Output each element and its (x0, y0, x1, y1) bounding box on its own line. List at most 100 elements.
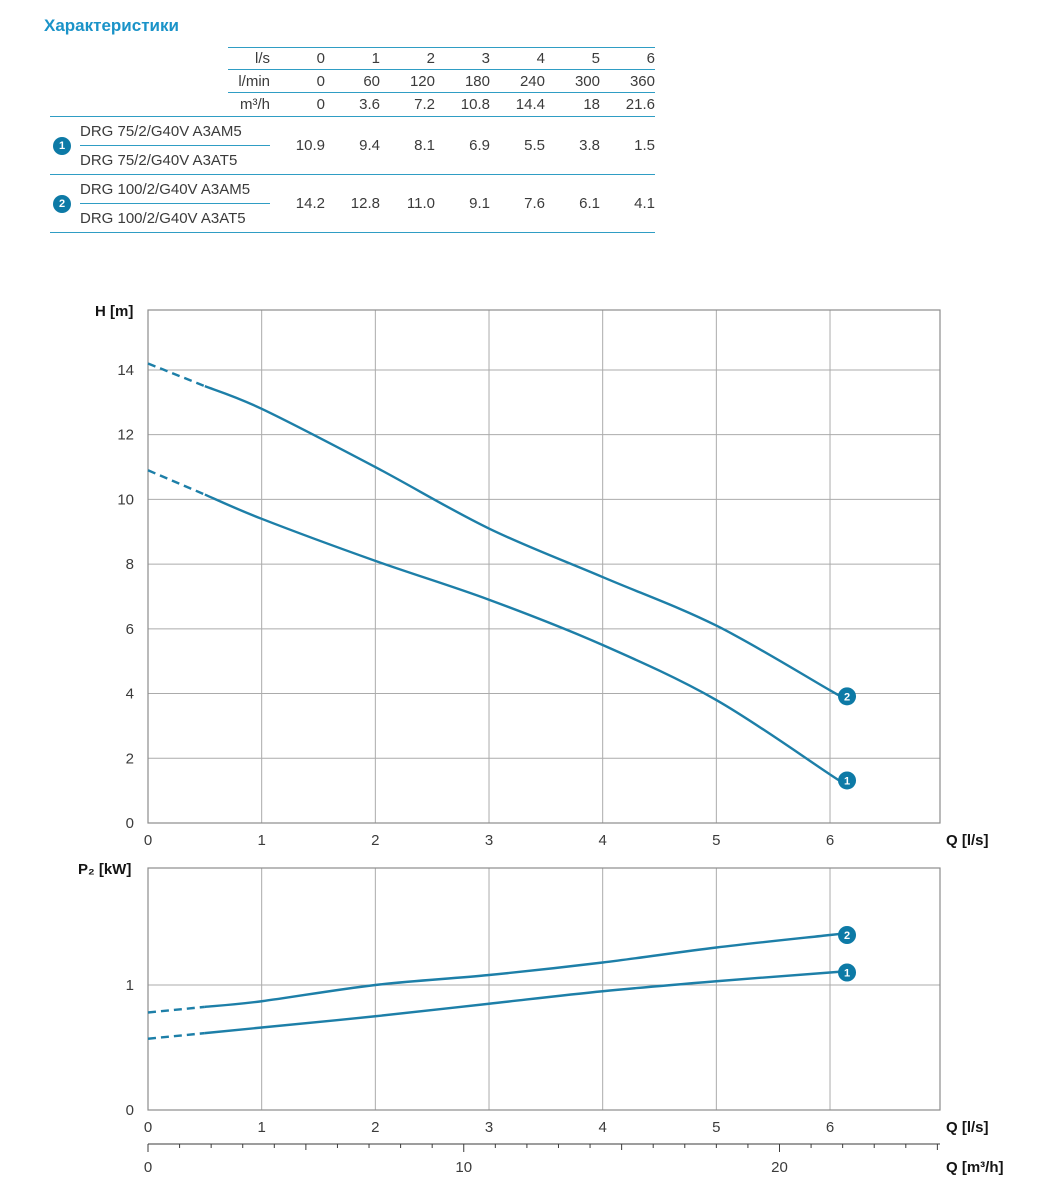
curve-badge-1: 1 (838, 963, 857, 982)
svg-text:2: 2 (844, 691, 850, 703)
flow-value: 5 (591, 50, 600, 67)
svg-text:0: 0 (144, 1119, 152, 1136)
flow-value: 3 (481, 50, 490, 67)
svg-text:2: 2 (371, 1119, 379, 1136)
svg-text:1: 1 (257, 1119, 265, 1136)
y-axis-label: H [m] (95, 303, 133, 320)
head-value: 8.1 (414, 137, 435, 154)
head-value: 10.9 (295, 137, 325, 154)
head-value: 9.1 (469, 195, 490, 212)
flow-value: 0 (316, 50, 325, 67)
curve-number-badge: 2 (53, 194, 71, 213)
units-row-m3h: m³/h 0 3.6 7.2 10.8 14.4 18 21.6 (50, 93, 655, 116)
flow-value: 60 (363, 72, 380, 90)
head-value: 3.8 (579, 137, 600, 154)
svg-text:4: 4 (599, 832, 607, 849)
flow-value: 14.4 (515, 96, 545, 113)
svg-text:14: 14 (117, 362, 134, 379)
svg-text:6: 6 (826, 832, 834, 849)
y-tick-labels: 01 (126, 977, 134, 1119)
curve-badge-2: 2 (838, 926, 857, 944)
flow-value: 1 (371, 50, 380, 67)
flow-value: 120 (409, 72, 435, 90)
curve-1 (204, 493, 846, 786)
flow-value: 21.6 (625, 96, 655, 113)
grid (147, 309, 941, 824)
performance-table: l/s 0 1 2 3 4 5 6 l/min 0 60 120 180 2 (50, 47, 655, 233)
svg-text:1: 1 (844, 968, 850, 980)
secondary-x-axis: 0 10 20 Q [m³/h] (144, 1143, 1004, 1176)
table-header: l/s 0 1 2 3 4 5 6 l/min 0 60 120 180 2 (50, 47, 655, 117)
svg-text:5: 5 (712, 1119, 720, 1136)
page-title: Характеристики (44, 16, 179, 35)
pump-row-group-2: 2 DRG 100/2/G40V A3AM5 DRG 100/2/G40V A3… (50, 175, 655, 233)
svg-text:1: 1 (257, 832, 265, 849)
y-axis-label: P₂ [kW] (78, 861, 131, 878)
unit-label: l/s (255, 50, 270, 67)
svg-text:10: 10 (455, 1159, 472, 1176)
curve-2-dashed-start (147, 362, 206, 388)
flow-value: 2 (426, 50, 435, 67)
secondary-x-tick-labels: 0 10 20 (144, 1159, 788, 1176)
pump-row-group-1: 1 DRG 75/2/G40V A3AM5 DRG 75/2/G40V A3AT… (50, 117, 655, 175)
curve-1-dashed-start (147, 1031, 205, 1040)
head-value: 7.6 (524, 195, 545, 212)
secondary-x-axis-label: Q [m³/h] (946, 1159, 1004, 1176)
svg-text:4: 4 (599, 1119, 607, 1136)
curve-number-badge: 1 (53, 136, 71, 155)
unit-label: l/min (238, 72, 270, 90)
svg-text:6: 6 (826, 1119, 834, 1136)
svg-text:8: 8 (126, 556, 134, 573)
flow-value: 360 (629, 72, 655, 90)
model-name: DRG 75/2/G40V A3AM5 (80, 117, 270, 146)
svg-text:12: 12 (117, 427, 134, 444)
svg-text:2: 2 (126, 750, 134, 767)
svg-text:6: 6 (126, 621, 134, 638)
curve-1 (204, 970, 846, 1035)
curve-badge-2: 2 (838, 687, 857, 706)
x-tick-labels: 0 1 2 3 4 5 6 (144, 832, 834, 849)
svg-text:10: 10 (117, 491, 134, 508)
flow-value: 300 (574, 72, 600, 90)
svg-text:3: 3 (485, 832, 493, 849)
flow-value: 18 (583, 96, 600, 113)
svg-text:0: 0 (144, 832, 152, 849)
head-value: 9.4 (359, 137, 380, 154)
svg-text:0: 0 (144, 1159, 152, 1176)
head-value: 6.9 (469, 137, 490, 154)
curve-2 (204, 932, 846, 1009)
svg-text:1: 1 (126, 977, 134, 994)
head-value: 4.1 (634, 195, 655, 212)
head-value: 11.0 (406, 195, 435, 212)
head-value: 6.1 (579, 195, 600, 212)
flow-value: 0 (316, 96, 325, 113)
svg-text:0: 0 (126, 815, 134, 832)
svg-text:20: 20 (771, 1159, 788, 1176)
svg-text:4: 4 (126, 686, 134, 703)
flow-value: 3.6 (359, 96, 380, 113)
model-name: DRG 100/2/G40V A3AM5 (80, 175, 270, 204)
model-name: DRG 100/2/G40V A3AT5 (80, 210, 246, 227)
grid (147, 867, 941, 1111)
head-value: 1.5 (634, 137, 655, 154)
unit-label: m³/h (240, 96, 270, 113)
svg-text:5: 5 (712, 832, 720, 849)
flow-value: 0 (316, 72, 325, 90)
units-row-ls: l/s 0 1 2 3 4 5 6 (50, 47, 655, 70)
curve-badge-1: 1 (838, 771, 857, 790)
units-row-lmin: l/min 0 60 120 180 240 300 360 (50, 70, 655, 93)
flow-value: 7.2 (414, 96, 435, 113)
head-value: 14.2 (295, 195, 325, 212)
model-name: DRG 75/2/G40V A3AT5 (80, 152, 238, 169)
svg-text:0: 0 (126, 1102, 134, 1119)
flow-value: 10.8 (460, 96, 490, 113)
curve-2 (204, 385, 846, 700)
head-value: 12.8 (350, 195, 380, 212)
x-tick-labels: 0 1 2 3 4 5 6 (144, 1119, 834, 1136)
curve-2-dashed-start (147, 1005, 205, 1014)
flow-value: 240 (519, 72, 545, 90)
